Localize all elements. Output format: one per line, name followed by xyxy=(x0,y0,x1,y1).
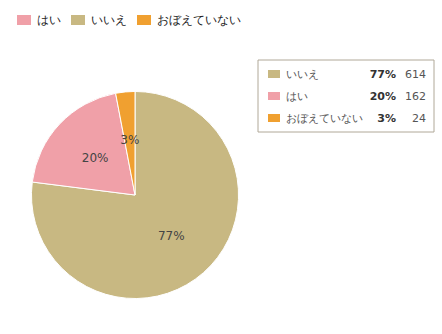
svg-text:いいえ: いいえ xyxy=(91,13,127,27)
svg-text:はい: はい xyxy=(37,13,61,27)
svg-text:20%: 20% xyxy=(82,151,109,165)
svg-text:162: 162 xyxy=(405,90,426,103)
svg-text:いいえ: いいえ xyxy=(286,68,319,81)
svg-text:77%: 77% xyxy=(370,68,396,81)
svg-text:614: 614 xyxy=(405,68,426,81)
svg-text:はい: はい xyxy=(286,90,308,103)
svg-text:おぼえていない: おぼえていない xyxy=(157,13,241,27)
svg-text:3%: 3% xyxy=(120,133,139,147)
svg-text:24: 24 xyxy=(412,112,426,125)
svg-text:77%: 77% xyxy=(158,229,185,243)
svg-text:3%: 3% xyxy=(377,112,396,125)
svg-text:20%: 20% xyxy=(370,90,396,103)
svg-text:おぼえていない: おぼえていない xyxy=(286,112,363,125)
